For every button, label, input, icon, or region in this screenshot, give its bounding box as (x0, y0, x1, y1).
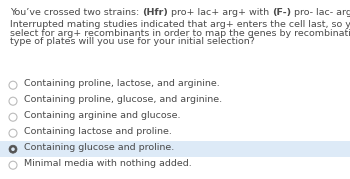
Text: Containing proline, glucose, and arginine.: Containing proline, glucose, and arginin… (24, 96, 222, 105)
Text: (F-): (F-) (272, 8, 291, 17)
Circle shape (9, 161, 17, 169)
Circle shape (9, 145, 17, 153)
Circle shape (9, 129, 17, 137)
Text: type of plates will you use for your initial selection?: type of plates will you use for your ini… (10, 37, 255, 46)
Circle shape (9, 81, 17, 89)
Circle shape (9, 97, 17, 105)
Text: Containing glucose and proline.: Containing glucose and proline. (24, 144, 174, 153)
Text: Minimal media with nothing added.: Minimal media with nothing added. (24, 159, 192, 168)
Circle shape (11, 147, 15, 151)
Text: (Hfr): (Hfr) (142, 8, 168, 17)
Circle shape (9, 113, 17, 121)
Text: pro- lac- arg- .: pro- lac- arg- . (291, 8, 350, 17)
Text: select for arg+ recombinants in order to map the genes by recombination. Which: select for arg+ recombinants in order to… (10, 28, 350, 37)
Text: Containing arginine and glucose.: Containing arginine and glucose. (24, 112, 181, 120)
Text: Containing lactose and proline.: Containing lactose and proline. (24, 127, 172, 137)
Text: Containing proline, lactose, and arginine.: Containing proline, lactose, and arginin… (24, 79, 220, 88)
FancyBboxPatch shape (0, 141, 350, 157)
Text: pro+ lac+ arg+ with: pro+ lac+ arg+ with (168, 8, 272, 17)
Text: You’ve crossed two strains:: You’ve crossed two strains: (10, 8, 142, 17)
Text: Interrupted mating studies indicated that arg+ enters the cell last, so you want: Interrupted mating studies indicated tha… (10, 20, 350, 29)
